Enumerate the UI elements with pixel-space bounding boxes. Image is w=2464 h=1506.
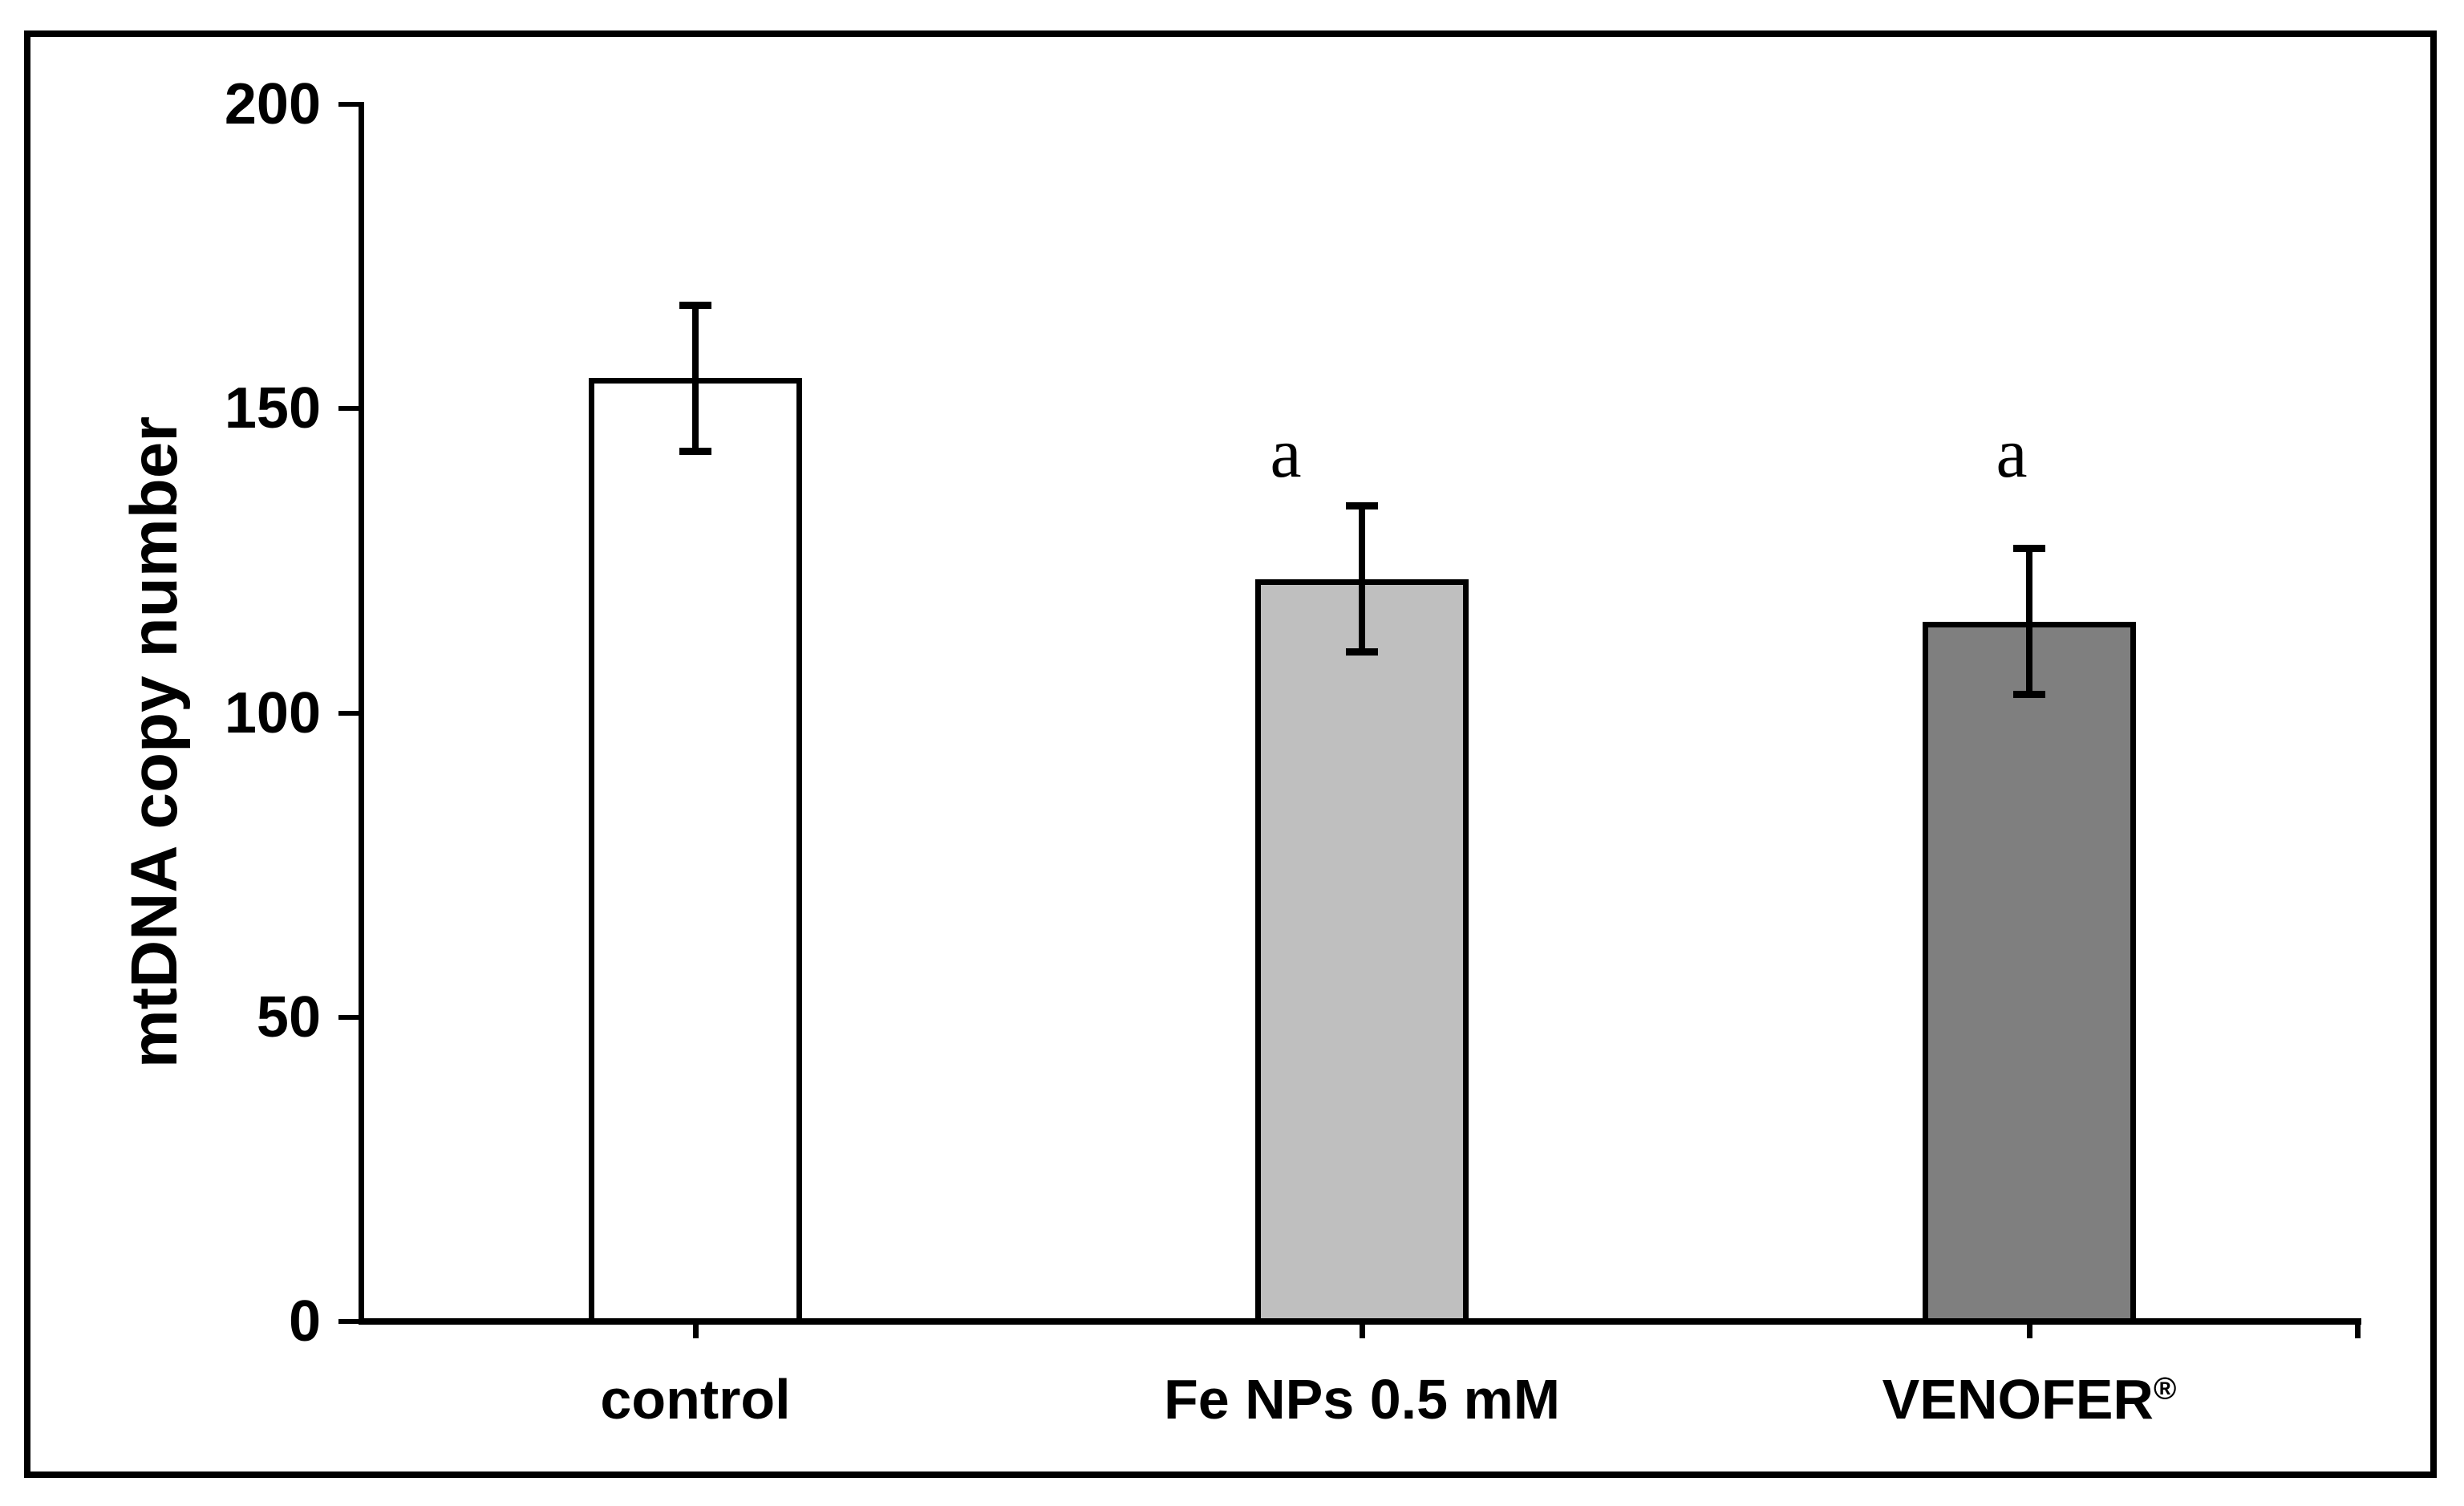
error-bar-cap-bottom-control [679, 448, 711, 455]
y-tick-label: 200 [224, 72, 321, 136]
error-bar-cap-bottom-fe-nps-0-5-mm [1346, 648, 1378, 656]
x-category-label-fe-nps-0-5-mm: Fe NPs 0.5 mM [1163, 1368, 1561, 1431]
category-tick-fe-nps-0-5-mm [1360, 1325, 1365, 1338]
error-bar-cap-top-venofer [2013, 545, 2045, 552]
y-tick [338, 1319, 361, 1324]
x-category-label-control: control [600, 1368, 791, 1431]
bar-fe-nps-0-5-mm [1255, 579, 1469, 1324]
error-bar-stem-fe-nps-0-5-mm [1359, 506, 1365, 652]
error-bar-cap-top-fe-nps-0-5-mm [1346, 502, 1378, 509]
x-axis-end-tick [2355, 1321, 2361, 1338]
bar-venofer [1923, 622, 2136, 1324]
error-bar-stem-venofer [2026, 549, 2032, 695]
x-category-label-venofer: VENOFER® [1882, 1368, 2177, 1431]
y-tick-label: 50 [256, 985, 321, 1049]
error-bar-stem-control [692, 305, 699, 451]
significance-letter-fe-nps-0-5-mm: a [1270, 415, 1302, 493]
y-tick [338, 1015, 361, 1020]
bar-control [589, 378, 802, 1324]
y-tick-label: 100 [224, 681, 321, 745]
y-tick-label: 150 [224, 376, 321, 440]
error-bar-cap-top-control [679, 302, 711, 309]
error-bar-cap-bottom-venofer [2013, 691, 2045, 698]
category-tick-venofer [2027, 1325, 2032, 1338]
figure-border [24, 30, 2437, 1478]
significance-letter-venofer: a [1996, 415, 2028, 493]
y-axis-line [359, 102, 364, 1325]
category-tick-control [693, 1325, 699, 1338]
y-tick [338, 711, 361, 716]
y-tick [338, 102, 361, 107]
y-tick-label: 0 [288, 1289, 321, 1354]
registered-trademark-symbol: ® [2154, 1371, 2177, 1407]
y-tick [338, 406, 361, 411]
